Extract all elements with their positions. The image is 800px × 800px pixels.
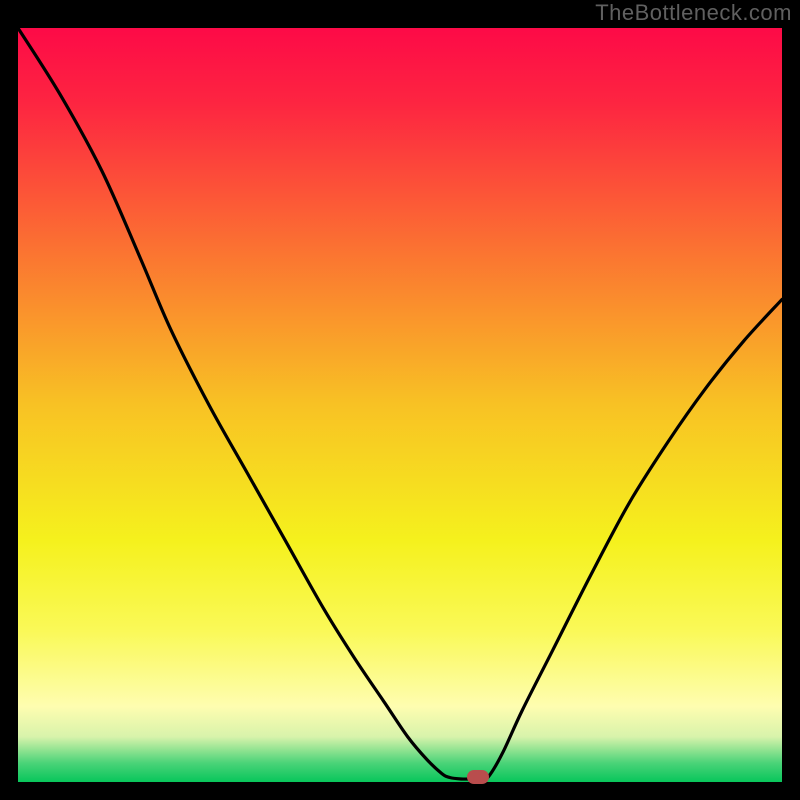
optimal-point-marker (467, 770, 489, 784)
chart-container: TheBottleneck.com (0, 0, 800, 800)
chart-svg (0, 0, 800, 800)
plot-background (18, 28, 782, 782)
